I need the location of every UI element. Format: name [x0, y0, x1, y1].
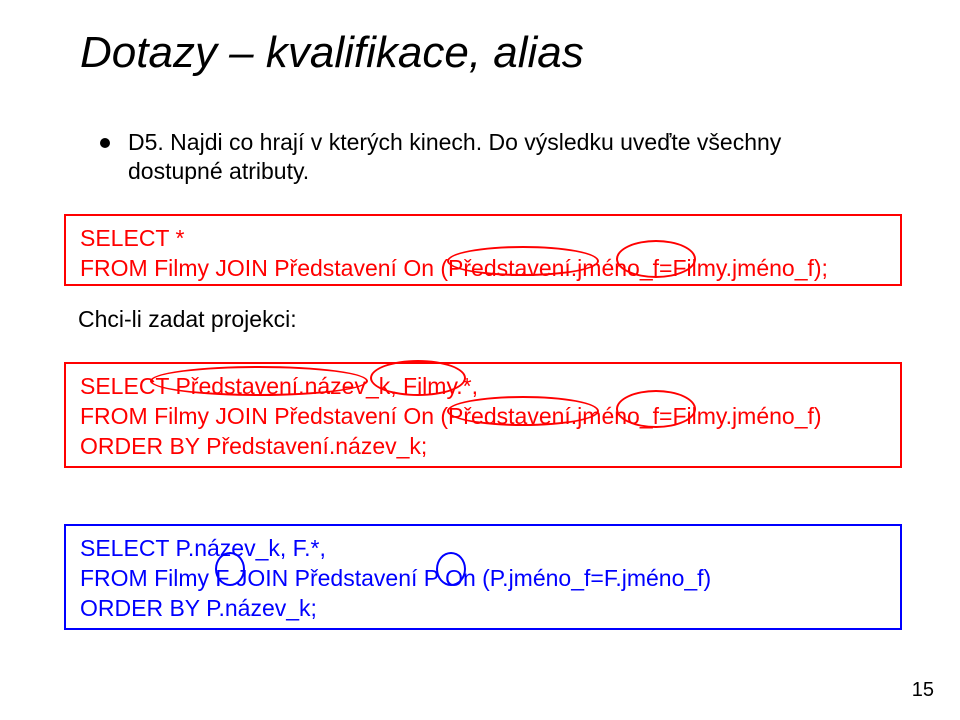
ellipse-3: [150, 366, 368, 396]
box3-line1: SELECT P.název_k, F.*,: [80, 534, 886, 564]
ellipse-5: [447, 396, 599, 426]
page-number: 15: [912, 679, 934, 702]
mid-text: Chci-li zadat projekci:: [78, 306, 297, 333]
ellipse-7: [215, 552, 245, 586]
bullet-dot-icon: [100, 138, 110, 148]
ellipse-1: [447, 246, 599, 276]
box2-line3: ORDER BY Představení.název_k;: [80, 432, 886, 462]
ellipse-2: [616, 240, 696, 278]
box3-line3: ORDER BY P.název_k;: [80, 594, 886, 624]
sql-box-3: SELECT P.název_k, F.*, FROM Filmy F JOIN…: [64, 524, 902, 630]
bullet-line1: D5. Najdi co hrají v kterých kinech. Do …: [128, 129, 781, 155]
ellipse-4: [370, 360, 466, 396]
slide-title: Dotazy – kvalifikace, alias: [80, 28, 584, 78]
ellipse-8: [436, 552, 466, 586]
box3-line2: FROM Filmy F JOIN Představení P On (P.jm…: [80, 564, 886, 594]
bullet-text: D5. Najdi co hrají v kterých kinech. Do …: [128, 128, 781, 186]
slide: Dotazy – kvalifikace, alias D5. Najdi co…: [0, 0, 960, 720]
bullet-block: D5. Najdi co hrají v kterých kinech. Do …: [100, 128, 900, 186]
bullet-line2: dostupné atributy.: [128, 158, 309, 184]
ellipse-6: [616, 390, 696, 428]
